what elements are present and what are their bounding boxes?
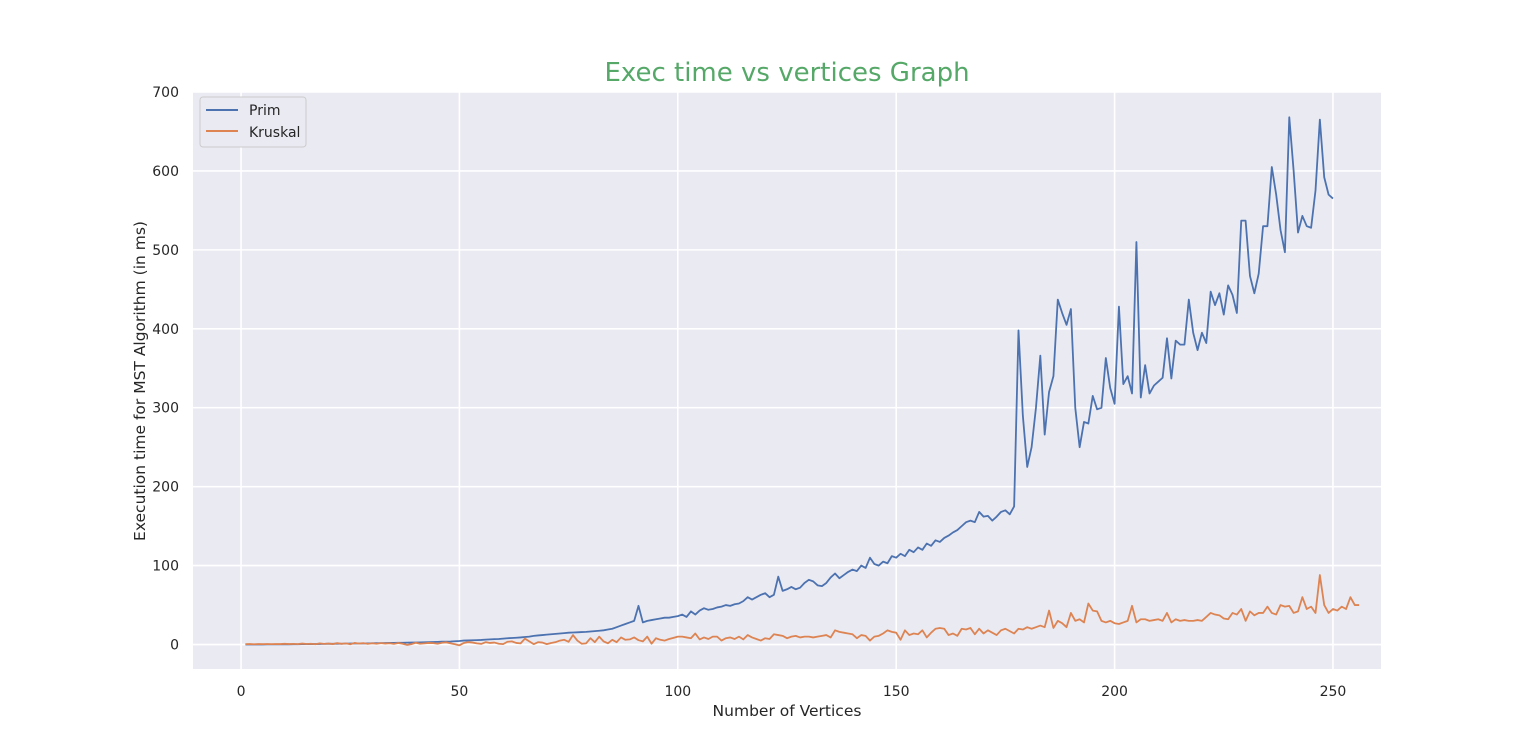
y-tick-label: 700 [152, 85, 179, 101]
y-tick-labels: 0 100 200 300 400 500 600 700 [152, 85, 179, 654]
y-tick-label: 400 [152, 322, 179, 338]
y-tick-label: 100 [152, 559, 179, 575]
y-tick-label: 200 [152, 480, 179, 496]
y-tick-label: 0 [170, 638, 179, 654]
y-axis-label: Execution time for MST Algorithm (in ms) [131, 221, 149, 541]
series-line-kruskal [245, 574, 1360, 647]
x-tick-label: 100 [664, 684, 691, 700]
y-tick-label: 300 [152, 401, 179, 417]
x-axis-label: Number of Vertices [713, 702, 862, 720]
legend-label-kruskal: Kruskal [249, 125, 300, 141]
y-tick-label: 600 [152, 164, 179, 180]
x-tick-label: 150 [883, 684, 910, 700]
x-tick-labels: 0 50 100 150 200 250 [237, 684, 1347, 700]
y-tick-label: 500 [152, 243, 179, 259]
x-tick-label: 250 [1320, 684, 1347, 700]
plot-background [193, 92, 1381, 669]
x-tick-label: 0 [237, 684, 246, 700]
grid [193, 91, 1381, 669]
series-lines [245, 116, 1360, 647]
x-tick-label: 200 [1101, 684, 1128, 700]
chart-title: Exec time vs vertices Graph [604, 58, 969, 88]
x-tick-label: 50 [451, 684, 469, 700]
legend-label-prim: Prim [249, 103, 280, 119]
series-line-prim [245, 116, 1334, 646]
legend: Prim Kruskal [199, 96, 307, 148]
